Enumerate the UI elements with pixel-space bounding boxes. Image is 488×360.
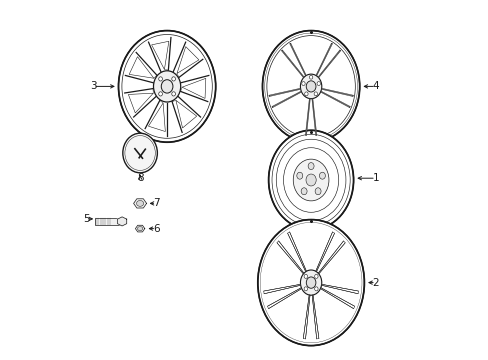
Polygon shape xyxy=(303,295,309,339)
Text: 7: 7 xyxy=(153,198,159,208)
FancyBboxPatch shape xyxy=(95,218,122,225)
Polygon shape xyxy=(176,100,196,128)
Ellipse shape xyxy=(161,80,173,93)
Polygon shape xyxy=(287,232,306,272)
Ellipse shape xyxy=(301,82,305,86)
Ellipse shape xyxy=(304,274,307,278)
Polygon shape xyxy=(129,57,154,78)
Ellipse shape xyxy=(268,130,353,230)
Text: 4: 4 xyxy=(372,81,378,91)
Polygon shape xyxy=(117,217,126,226)
Polygon shape xyxy=(321,284,358,294)
Polygon shape xyxy=(182,78,205,98)
Polygon shape xyxy=(317,50,340,78)
Polygon shape xyxy=(271,91,301,108)
Polygon shape xyxy=(321,88,352,96)
Polygon shape xyxy=(320,91,349,108)
Polygon shape xyxy=(177,46,199,73)
Ellipse shape xyxy=(305,81,315,92)
Polygon shape xyxy=(315,43,332,76)
Ellipse shape xyxy=(171,77,175,81)
Polygon shape xyxy=(276,241,304,274)
Ellipse shape xyxy=(314,188,321,195)
Ellipse shape xyxy=(257,220,364,346)
Ellipse shape xyxy=(137,226,142,231)
Ellipse shape xyxy=(305,174,316,186)
Polygon shape xyxy=(128,93,153,113)
Ellipse shape xyxy=(118,31,215,142)
Ellipse shape xyxy=(153,71,181,102)
Ellipse shape xyxy=(309,75,312,79)
Ellipse shape xyxy=(300,270,321,295)
Ellipse shape xyxy=(314,287,317,291)
Polygon shape xyxy=(135,225,144,232)
Text: 1: 1 xyxy=(372,173,378,183)
Ellipse shape xyxy=(171,92,175,96)
Polygon shape xyxy=(315,232,334,272)
Ellipse shape xyxy=(304,92,307,96)
Polygon shape xyxy=(318,241,345,274)
Polygon shape xyxy=(268,88,300,96)
Polygon shape xyxy=(305,99,310,135)
Ellipse shape xyxy=(307,163,313,170)
Text: 2: 2 xyxy=(372,278,378,288)
Ellipse shape xyxy=(305,277,315,288)
Polygon shape xyxy=(151,41,168,69)
Polygon shape xyxy=(148,103,165,131)
Polygon shape xyxy=(263,284,300,294)
Polygon shape xyxy=(311,99,316,135)
Polygon shape xyxy=(311,295,318,339)
Polygon shape xyxy=(133,199,146,208)
Ellipse shape xyxy=(319,172,325,179)
Ellipse shape xyxy=(136,201,143,206)
Ellipse shape xyxy=(296,172,302,179)
Ellipse shape xyxy=(304,287,307,291)
Polygon shape xyxy=(320,288,354,309)
Ellipse shape xyxy=(262,31,359,142)
Ellipse shape xyxy=(159,77,162,81)
Text: 6: 6 xyxy=(153,224,159,234)
Text: 3: 3 xyxy=(90,81,97,91)
Polygon shape xyxy=(281,50,304,78)
Polygon shape xyxy=(267,288,301,309)
Ellipse shape xyxy=(301,188,306,195)
Ellipse shape xyxy=(313,92,317,96)
Ellipse shape xyxy=(300,74,321,99)
Text: 5: 5 xyxy=(82,214,89,224)
Ellipse shape xyxy=(316,82,320,86)
Ellipse shape xyxy=(122,133,157,173)
Ellipse shape xyxy=(293,159,328,201)
Polygon shape xyxy=(289,43,305,76)
Ellipse shape xyxy=(159,92,162,96)
Ellipse shape xyxy=(314,274,317,278)
Text: 8: 8 xyxy=(137,173,143,183)
